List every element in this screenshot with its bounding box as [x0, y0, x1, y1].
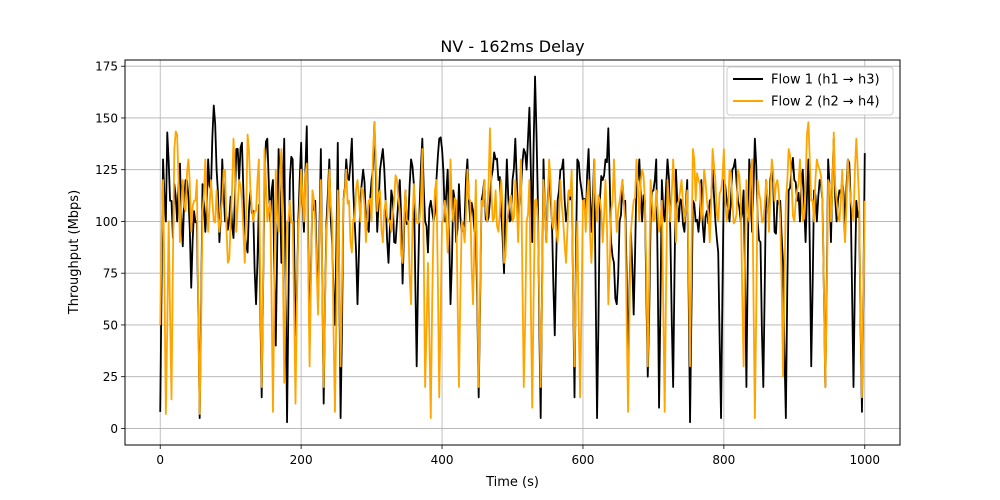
y-tick-label: 50 [103, 318, 118, 332]
y-axis-label: Throughput (Mbps) [67, 190, 82, 315]
y-tick-label: 100 [95, 215, 118, 229]
chart-title: NV - 162ms Delay [440, 37, 584, 56]
y-tick-label: 150 [95, 111, 118, 125]
series-line-flow-2 [159, 121, 866, 419]
plot-frame [124, 59, 901, 446]
x-axis-ticks: 0 200 400 600 800 1000 [156, 445, 880, 467]
y-tick-label: 125 [95, 163, 118, 177]
x-tick-label: 1000 [849, 453, 880, 467]
x-tick-label: 400 [431, 453, 454, 467]
legend-label-flow-1: Flow 1 (h1 → h3) [771, 73, 880, 88]
y-tick-label: 25 [103, 370, 118, 384]
x-tick-label: 600 [572, 453, 595, 467]
x-tick-label: 800 [712, 453, 735, 467]
y-axis-ticks: 0 25 50 75 100 125 150 175 [95, 60, 125, 436]
x-tick-label: 0 [156, 453, 164, 467]
plot-area [159, 75, 866, 424]
legend-label-flow-2: Flow 2 (h2 → h4) [771, 95, 880, 110]
legend: Flow 1 (h1 → h3) Flow 2 (h2 → h4) [726, 66, 894, 116]
y-tick-label: 0 [110, 422, 118, 436]
x-axis-label: Time (s) [485, 475, 539, 490]
legend-box [726, 66, 894, 116]
x-tick-label: 200 [290, 453, 313, 467]
y-tick-label: 175 [95, 60, 118, 74]
y-tick-label: 75 [103, 267, 118, 281]
